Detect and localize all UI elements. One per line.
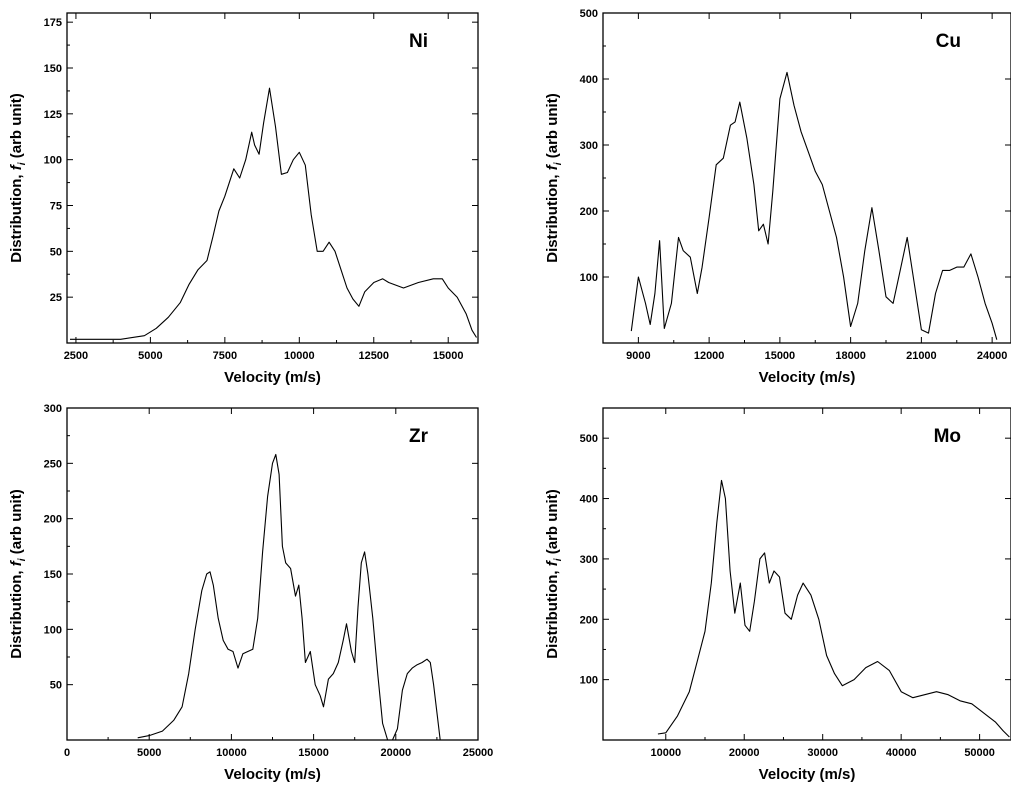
y-tick-label: 200 [580,206,598,218]
x-tick-label: 21000 [906,350,937,362]
panel-label: Ni [409,31,428,52]
y-axis-title: Distribution, fi (arb unit) [8,93,28,262]
y-tick-label: 100 [580,675,598,687]
x-tick-label: 10000 [216,747,247,759]
x-tick-label: 5000 [138,350,162,362]
y-tick-label: 500 [580,8,598,20]
x-tick-label: 12000 [694,350,725,362]
chart-panel: 10000 20000 30000 40000 50000 100 200 300 400 500… [544,407,1011,783]
y-axis-title: Distribution, fi (arb unit) [544,489,564,658]
y-tick-label: 100 [44,155,62,167]
y-tick-label: 75 [50,201,62,213]
x-tick-label: 15000 [765,350,796,362]
y-tick-label: 175 [44,17,62,29]
x-tick-label: 7500 [213,350,237,362]
panel-label: Cu [936,31,961,52]
x-axis-title: Velocity (m/s) [224,369,321,386]
series-line [137,453,441,740]
x-tick-label: 40000 [886,747,917,759]
x-axis-title: Velocity (m/s) [759,369,856,386]
x-tick-label: 12500 [358,350,389,362]
x-tick-label: 15000 [433,350,464,362]
plot-frame [66,12,479,344]
chart-panel: 0 5000 10000 15000 20000 25000 50 100 150 200 250 3… [8,403,493,783]
x-tick-label: 5000 [137,747,161,759]
y-tick-label: 150 [44,63,62,75]
y-tick-label: 300 [580,554,598,566]
x-tick-label: 10000 [284,350,315,362]
x-axis-title: Velocity (m/s) [224,766,321,783]
y-tick-label: 50 [50,680,62,692]
x-tick-label: 15000 [298,747,329,759]
x-tick-label: 50000 [964,747,995,759]
plot-frame [602,12,1011,344]
x-tick-label: 18000 [835,350,866,362]
x-axis-title: Velocity (m/s) [759,766,856,783]
series-line [657,479,1010,738]
panel-label: Mo [934,426,961,447]
y-tick-label: 300 [44,403,62,415]
y-tick-label: 200 [44,514,62,526]
y-tick-label: 25 [50,292,62,304]
x-tick-label: 20000 [729,747,760,759]
y-tick-label: 50 [50,246,62,258]
series-line [630,71,998,340]
y-tick-label: 150 [44,569,62,581]
x-tick-label: 25000 [463,747,494,759]
y-tick-label: 200 [580,614,598,626]
chart-panel: 2500 5000 7500 10000 12500 15000 25 50 75 100 125 1… [8,12,479,386]
y-tick-label: 125 [44,109,62,121]
y-tick-label: 300 [580,140,598,152]
x-tick-label: 9000 [626,350,650,362]
x-tick-label: 30000 [807,747,838,759]
y-tick-label: 100 [44,624,62,636]
x-tick-label: 2500 [64,350,88,362]
y-axis-title: Distribution, fi (arb unit) [8,489,28,658]
x-tick-label: 0 [64,747,70,759]
y-tick-label: 500 [580,433,598,445]
y-axis-title: Distribution, fi (arb unit) [544,93,564,262]
plot-frame [66,407,479,741]
panel-label: Zr [409,426,429,447]
x-tick-label: 20000 [381,747,412,759]
y-tick-label: 400 [580,494,598,506]
y-tick-label: 400 [580,74,598,86]
plot-frame [602,407,1011,741]
chart-panel: 9000 12000 15000 18000 21000 24000 100 200 300 40… [544,8,1011,386]
x-tick-label: 10000 [650,747,681,759]
series-line [70,87,477,340]
x-tick-label: 24000 [977,350,1008,362]
y-tick-label: 100 [580,272,598,284]
y-tick-label: 250 [44,458,62,470]
